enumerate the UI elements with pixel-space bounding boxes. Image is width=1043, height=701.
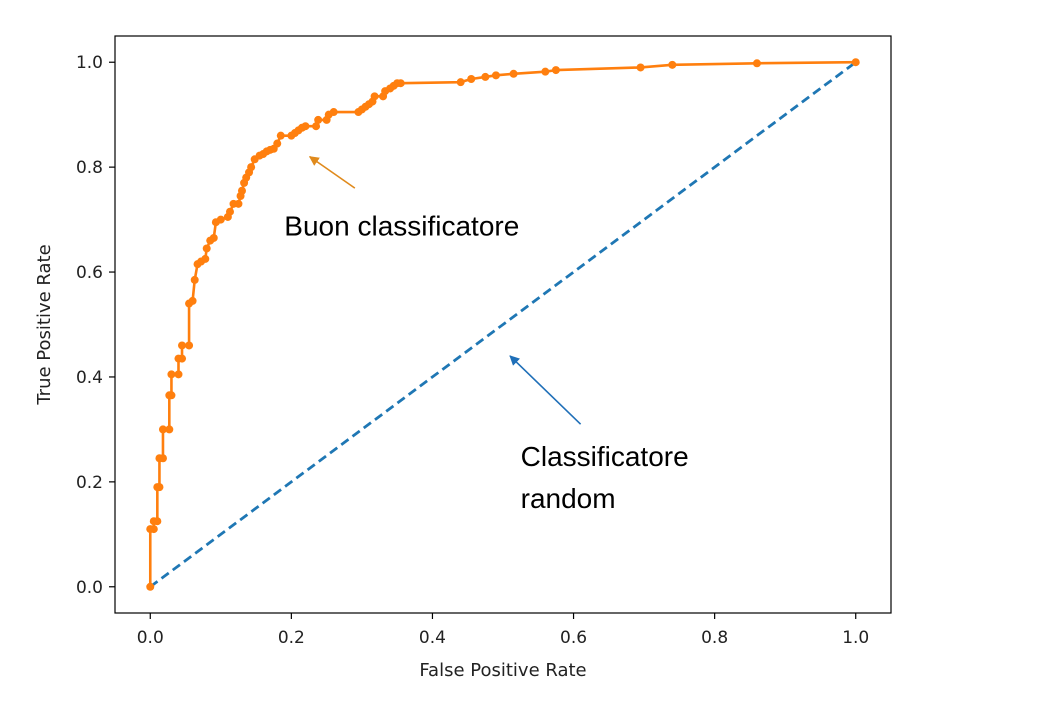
roc-point [146,582,155,591]
roc-point [509,69,518,78]
roc-point [234,199,243,208]
x-tick-label: 0.6 [560,628,587,648]
roc-point [158,425,167,434]
annotation-label: random [521,483,616,514]
roc-point [174,370,183,379]
roc-point [851,58,860,67]
roc-point [190,275,199,284]
y-tick-label: 0.4 [76,368,103,388]
annotations-layer: Buon classificatore Classificatore random [284,155,689,514]
roc-point [165,425,174,434]
x-tick-label: 1.0 [842,628,869,648]
annotation-arrow [308,155,356,189]
series-layer [146,58,860,591]
roc-point [491,71,500,80]
annotation-label: Classificatore [521,441,689,472]
roc-point [209,233,218,242]
roc-point [396,79,405,88]
y-axis-label: True Positive Rate [34,244,55,405]
roc-point [201,254,210,263]
roc-point [178,354,187,363]
roc-point [178,341,187,350]
roc-point [153,517,162,526]
roc-point [276,131,285,140]
roc-point [668,60,677,69]
y-tick-label: 1.0 [76,53,103,73]
roc-point [247,163,256,172]
roc-point [752,59,761,68]
x-tick-label: 0.0 [137,628,164,648]
series-line-random [149,61,857,588]
x-tick-label: 0.4 [419,628,446,648]
y-tick-label: 0.8 [76,158,103,178]
roc-point [301,122,310,131]
roc-point [273,139,282,148]
roc-point [167,391,176,400]
roc-point [216,215,225,224]
roc-point [541,67,550,76]
x-tick-label: 0.8 [701,628,728,648]
y-tick-label: 0.6 [76,263,103,283]
y-tick-label: 0.2 [76,473,103,493]
roc-point [636,63,645,72]
roc-point [314,115,323,124]
roc-point [329,108,338,117]
ticks-layer: 0.0 0.2 0.4 0.6 0.8 1.0 0.0 0.2 0.4 0.6 0.8 1.0 [76,53,869,648]
roc-point [167,370,176,379]
roc-point [456,78,465,87]
roc-point [225,207,234,216]
x-tick-label: 0.2 [278,628,305,648]
axes-frame-layer [114,35,892,614]
roc-point [481,72,490,81]
plot-frame [114,35,892,614]
roc-point [185,341,194,350]
x-axis-label: False Positive Rate [419,660,586,681]
roc-point [370,92,379,101]
annotation-label: Buon classificatore [284,210,519,241]
roc-point [155,483,164,492]
roc-point [237,186,246,195]
roc-point [312,122,321,131]
roc-point [467,75,476,84]
roc-point [149,525,158,534]
roc-point [188,296,197,305]
annotation-arrow [509,355,582,425]
y-tick-label: 0.0 [76,578,103,598]
roc-point [202,244,211,253]
axis-labels-layer: False Positive Rate True Positive Rate [34,244,587,681]
roc-point [551,66,560,75]
roc-point [158,454,167,463]
